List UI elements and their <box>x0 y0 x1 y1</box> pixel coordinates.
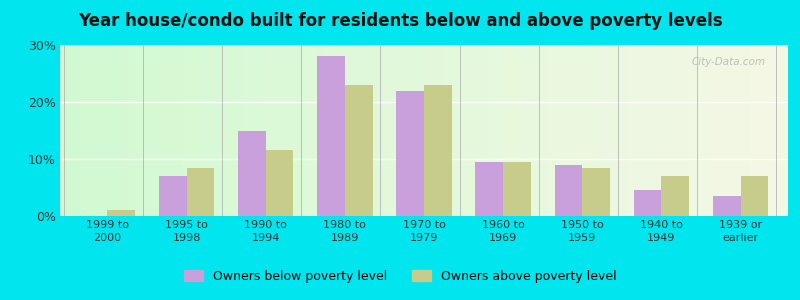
Legend: Owners below poverty level, Owners above poverty level: Owners below poverty level, Owners above… <box>179 265 621 288</box>
Bar <box>503 162 531 216</box>
Text: Year house/condo built for residents below and above poverty levels: Year house/condo built for residents bel… <box>78 12 722 30</box>
Bar <box>345 85 373 216</box>
Bar <box>396 91 424 216</box>
Bar <box>317 56 345 216</box>
Bar <box>107 210 135 216</box>
Text: City-Data.com: City-Data.com <box>692 57 766 67</box>
Bar <box>713 196 741 216</box>
Bar <box>424 85 452 216</box>
Bar <box>159 176 186 216</box>
Bar <box>266 150 294 216</box>
Bar <box>582 167 610 216</box>
Bar <box>475 162 503 216</box>
Bar <box>634 190 662 216</box>
Bar <box>186 167 214 216</box>
Bar <box>662 176 689 216</box>
Bar <box>741 176 768 216</box>
Bar <box>554 165 582 216</box>
Bar <box>238 130 266 216</box>
